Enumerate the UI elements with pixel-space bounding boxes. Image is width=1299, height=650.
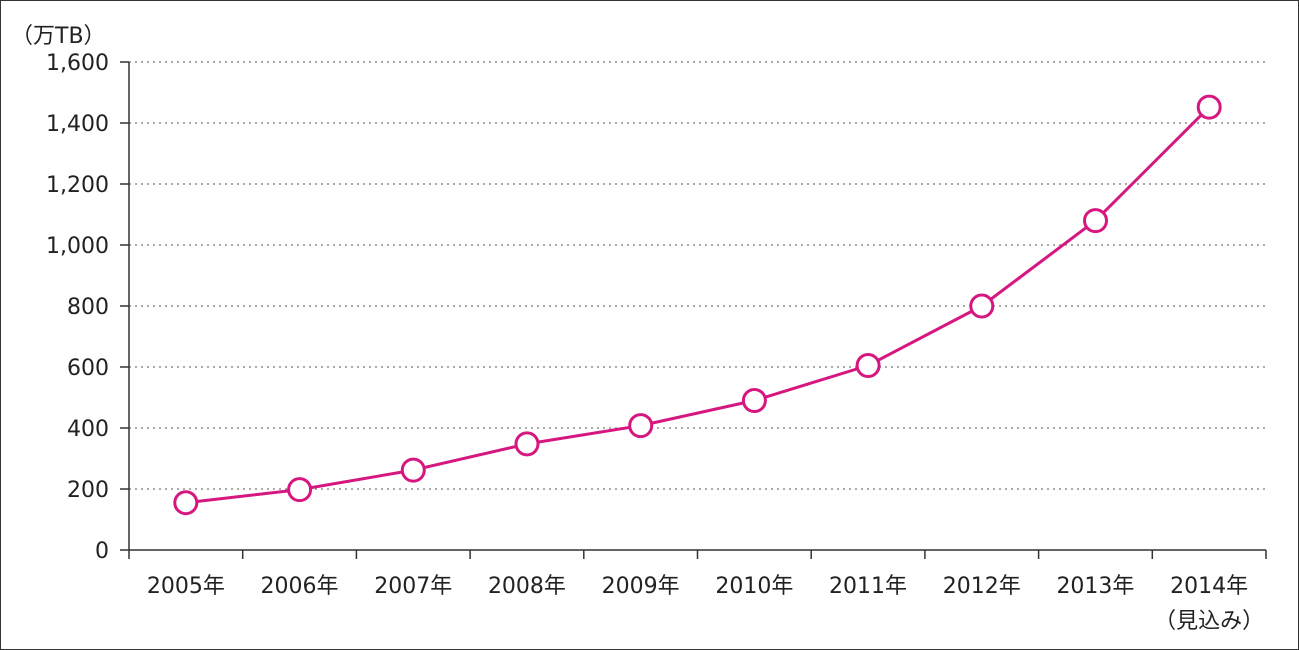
y-tick-label: 1,000 <box>46 234 109 259</box>
data-point <box>173 490 199 516</box>
x-tick-label: 2006年 <box>261 574 339 599</box>
x-tick-label: 2012年 <box>943 574 1021 599</box>
x-tick-note: （見込み） <box>1154 609 1264 634</box>
y-tick-label: 1,200 <box>46 173 109 198</box>
x-tick-label: 2009年 <box>602 574 680 599</box>
axes <box>120 61 1267 559</box>
x-tick-label: 2007年 <box>374 574 452 599</box>
y-tick-label: 400 <box>67 417 109 442</box>
data-point <box>969 293 995 319</box>
y-tick-label: 0 <box>95 539 109 564</box>
data-point <box>1196 94 1222 120</box>
y-tick-label: 800 <box>67 295 109 320</box>
y-tick-label: 1,400 <box>46 112 109 137</box>
x-tick-label: 2013年 <box>1056 574 1134 599</box>
data-point <box>400 457 426 483</box>
x-tick-label: 2010年 <box>715 574 793 599</box>
data-point <box>855 353 881 378</box>
data-point <box>741 388 767 413</box>
x-tick-label: 2005年 <box>147 574 225 599</box>
y-tick-labels: 0 200 400 600 800 1,000 1,200 1,400 1,600 <box>46 51 109 564</box>
y-tick-label: 600 <box>67 356 109 381</box>
data-point <box>287 477 313 503</box>
data-point <box>628 413 654 439</box>
x-tick-label: 2008年 <box>488 574 566 599</box>
y-axis-unit-label: （万TB） <box>11 24 106 49</box>
x-tick-label: 2014年 <box>1170 574 1248 599</box>
y-tick-label: 1,600 <box>46 51 109 76</box>
series-line <box>185 106 1211 505</box>
x-tick-labels: 2005年 2006年 2007年 2008年 2009年 2010年 2011年 2012年… <box>147 574 1264 634</box>
x-tick-label: 2011年 <box>829 574 907 599</box>
gridlines <box>129 61 1266 490</box>
series-layer <box>173 94 1222 516</box>
data-point <box>514 431 540 457</box>
data-point <box>1083 208 1108 234</box>
y-tick-label: 200 <box>67 478 109 503</box>
